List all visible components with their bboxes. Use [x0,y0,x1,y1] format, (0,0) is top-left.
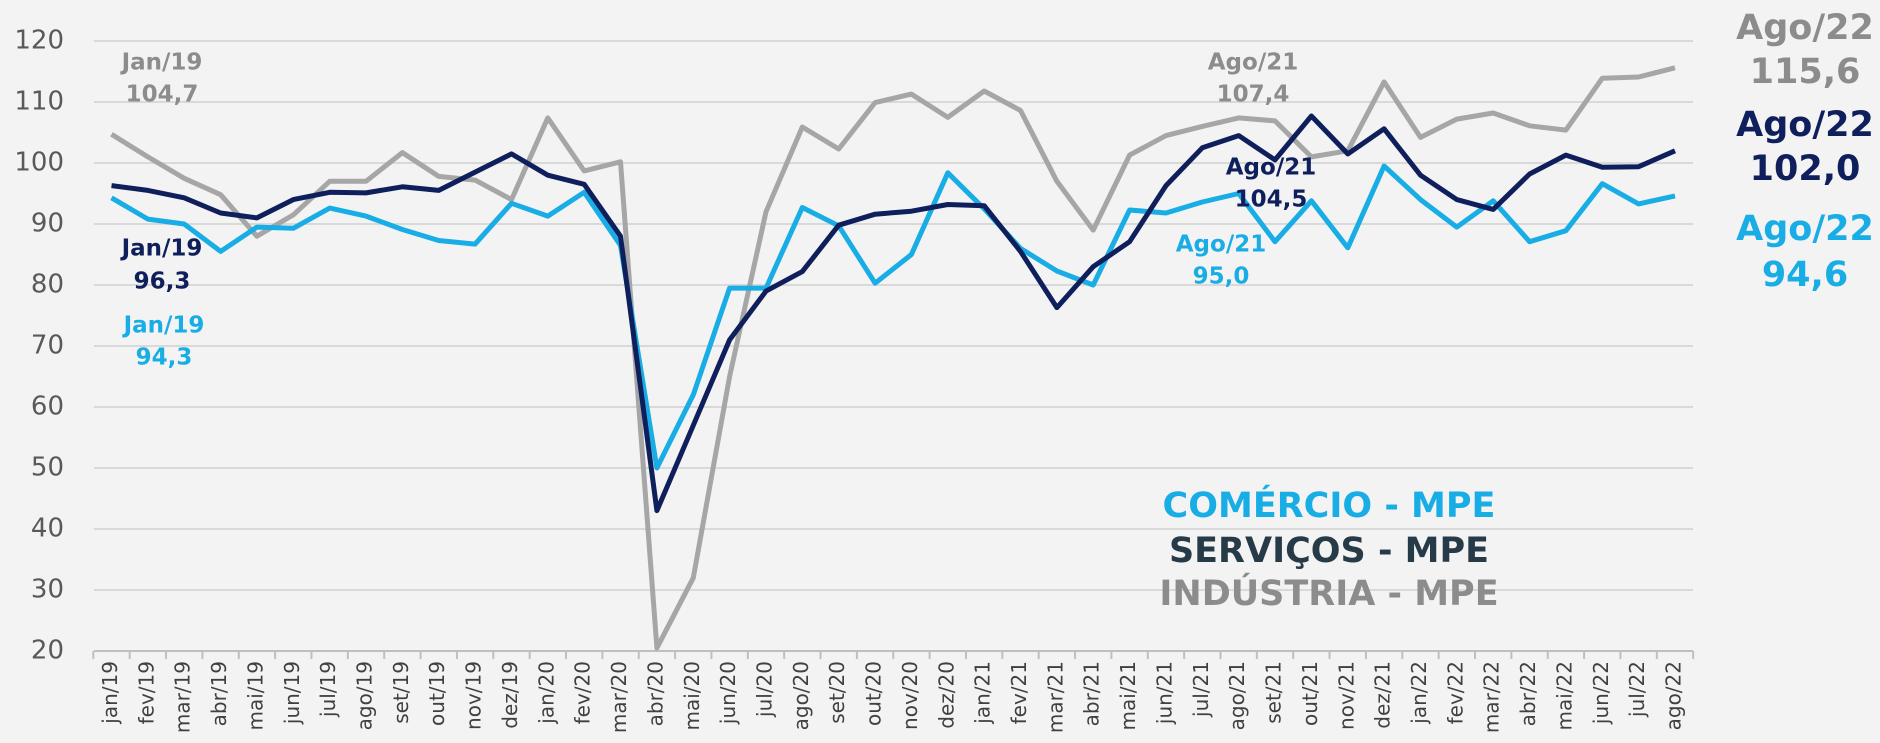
y-tick-label: 60 [31,392,64,422]
y-tick-label: 100 [14,148,64,178]
annotation: Ago/22 [1736,8,1874,48]
y-tick-label: 120 [14,26,64,56]
series-line [110,163,1676,471]
x-tick-label: fev/22 [1443,661,1467,724]
x-tick-label: jan/22 [1407,661,1431,725]
x-tick-label: mar/20 [607,661,631,733]
annotation: Jan/19 [122,313,205,339]
x-tick-label: mar/19 [171,661,195,733]
annotation: Jan/19 [120,236,203,262]
x-tick-label: dez/21 [1371,661,1395,729]
x-tick-label: ago/21 [1225,661,1249,730]
x-tick-label: mar/22 [1480,661,1504,733]
y-tick-label: 50 [31,453,64,483]
x-tick-label: dez/19 [498,661,522,729]
x-tick-label: fev/19 [134,661,158,724]
y-tick-label: 30 [31,575,64,605]
y-tick-label: 20 [31,636,64,666]
x-tick-label: nov/20 [898,661,922,730]
annotation: 102,0 [1750,149,1861,189]
x-tick-label: fev/21 [1007,661,1031,724]
x-tick-label: mai/22 [1552,661,1576,730]
annotation: Ago/22 [1736,209,1874,249]
y-tick-label: 110 [14,87,64,117]
x-tick-label: jul/22 [1625,661,1649,718]
x-tick-label: jan/19 [98,661,122,725]
x-tick-label: dez/20 [934,661,958,729]
y-tick-label: 40 [31,514,64,544]
annotation: Ago/21 [1226,155,1316,181]
x-tick-label: jun/22 [1589,661,1613,725]
x-tick-label: jan/20 [534,661,558,725]
annotation: 94,3 [136,345,193,371]
annotation: 115,6 [1750,52,1861,92]
series-line [111,113,1677,514]
x-tick-label: jun/20 [716,661,740,725]
x-tick-label: ago/22 [1662,661,1686,730]
annotation: 104,7 [126,82,199,108]
x-tick-label: abr/19 [207,661,231,726]
y-tick-label: 70 [31,331,64,361]
annotation: 104,5 [1235,187,1308,213]
annotation: 94,6 [1762,255,1848,295]
annotation: Jan/19 [120,50,203,76]
legend-entry: SERVIÇOS - MPE [1169,531,1489,571]
annotation: 96,3 [134,269,191,295]
x-tick-label: jul/21 [1189,661,1213,718]
x-tick-label: mar/21 [1043,661,1067,733]
x-tick-label: ago/19 [353,661,377,730]
annotation: Ago/21 [1208,50,1298,76]
x-tick-label: abr/22 [1516,661,1540,726]
x-tick-label: jun/21 [1152,661,1176,725]
y-tick-label: 80 [31,270,64,300]
x-tick-label: out/19 [425,661,449,726]
legend-entry: COMÉRCIO - MPE [1163,484,1496,526]
x-tick-label: abr/20 [643,661,667,726]
x-tick-label: mai/20 [680,661,704,730]
x-tick-label: jul/19 [316,661,340,718]
x-tick-label: set/20 [825,661,849,724]
x-tick-label: fev/20 [571,661,595,724]
annotation: 95,0 [1193,264,1250,290]
x-tick-label: jul/20 [752,661,776,718]
x-tick-label: mai/21 [1116,661,1140,730]
y-tick-label: 90 [31,209,64,239]
x-tick-label: jun/19 [280,661,304,725]
x-tick-label: nov/19 [462,661,486,730]
x-tick-label: out/21 [1298,661,1322,726]
x-tick-label: jan/21 [971,661,995,725]
x-tick-label: out/20 [862,661,886,726]
x-tick-label: abr/21 [1080,661,1104,726]
annotation: Ago/22 [1736,105,1874,145]
x-tick-label: mai/19 [243,661,267,730]
annotation: 107,4 [1217,82,1290,108]
x-tick-label: nov/21 [1334,661,1358,730]
legend-entry: INDÚSTRIA - MPE [1159,572,1498,614]
x-tick-label: set/21 [1262,661,1286,724]
x-tick-label: ago/20 [789,661,813,730]
annotation: Ago/21 [1176,232,1266,258]
series-line [110,65,1676,651]
x-tick-label: set/19 [389,661,413,724]
